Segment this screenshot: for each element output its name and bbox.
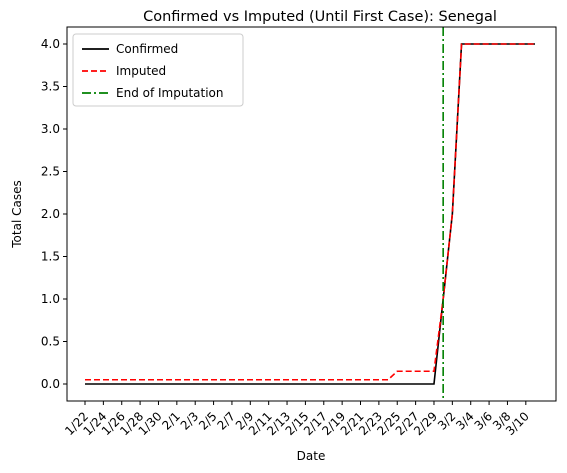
legend: Confirmed Imputed End of Imputation: [72, 33, 244, 107]
y-tick-label: 1.0: [41, 292, 60, 306]
chart-title: Confirmed vs Imputed (Until First Case):…: [143, 9, 497, 25]
y-tick-label: 1.5: [41, 250, 60, 264]
legend-label: Confirmed: [116, 42, 178, 56]
legend-label: End of Imputation: [116, 86, 224, 100]
y-tick-label: 4.0: [41, 37, 60, 51]
plot-frame: [66, 26, 557, 402]
legend-box: [72, 33, 244, 107]
y-axis-label: Total Cases: [10, 180, 24, 248]
x-axis-label: Date: [297, 449, 326, 463]
y-tick-label: 0.0: [41, 377, 60, 391]
series-line-imputed: [85, 43, 535, 381]
y-tick-label: 2.5: [41, 165, 60, 179]
y-tick-label: 2.0: [41, 207, 60, 221]
y-tick-label: 0.5: [41, 335, 60, 349]
y-tick-label: 3.0: [41, 122, 60, 136]
legend-label: Imputed: [116, 64, 166, 78]
plot-area: [85, 27, 535, 401]
y-tick-label: 3.5: [41, 80, 60, 94]
